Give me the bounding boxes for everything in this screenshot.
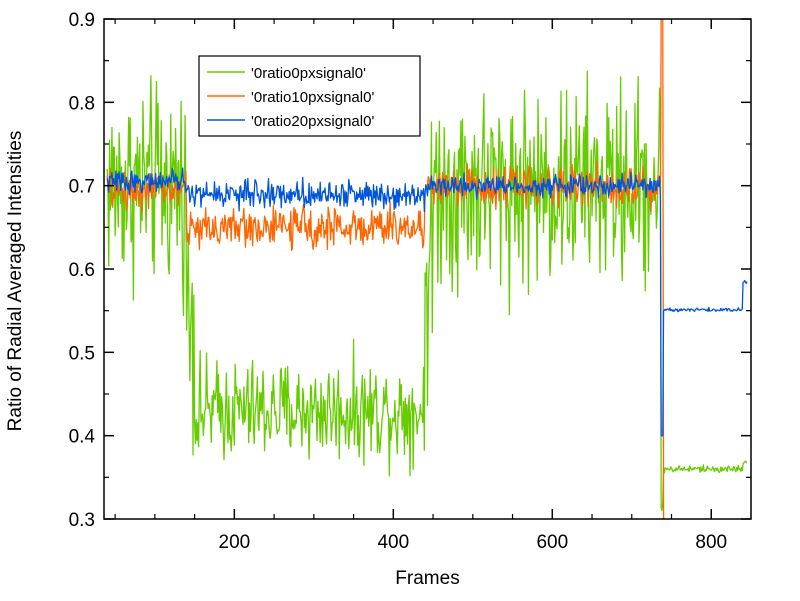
x-tick-label: 200: [219, 532, 251, 553]
x-axis-title: Frames: [395, 568, 459, 589]
legend-label-2: '0ratio20pxsignal0': [251, 113, 374, 130]
y-tick-label: 0.9: [69, 10, 95, 31]
y-tick-label: 0.3: [69, 510, 95, 531]
y-tick-label: 0.7: [69, 177, 95, 198]
y-tick-label: 0.6: [69, 260, 95, 281]
x-tick-label: 600: [536, 532, 568, 553]
x-tick-label: 400: [377, 532, 409, 553]
y-tick-label: 0.5: [69, 343, 95, 364]
series-line-1: [106, 19, 666, 519]
series-line-2: [106, 167, 748, 437]
y-axis-title: Ratio of Radial Averaged Intensities: [5, 131, 26, 432]
legend: '0ratio0pxsignal0' '0ratio10pxsignal0' '0r…: [198, 55, 421, 137]
y-tick-label: 0.4: [69, 427, 96, 448]
series-layer: [106, 19, 748, 519]
series-line-0: [106, 70, 748, 512]
legend-label-1: '0ratio10pxsignal0': [251, 89, 374, 106]
legend-label-0: '0ratio0pxsignal0': [251, 65, 366, 82]
y-tick-label: 0.8: [69, 93, 95, 114]
x-tick-label: 800: [695, 532, 727, 553]
axes-layer: 200 400 600 800 0.3 0.4 0.5 0.6 0.7 0.8 0.9: [69, 10, 752, 553]
